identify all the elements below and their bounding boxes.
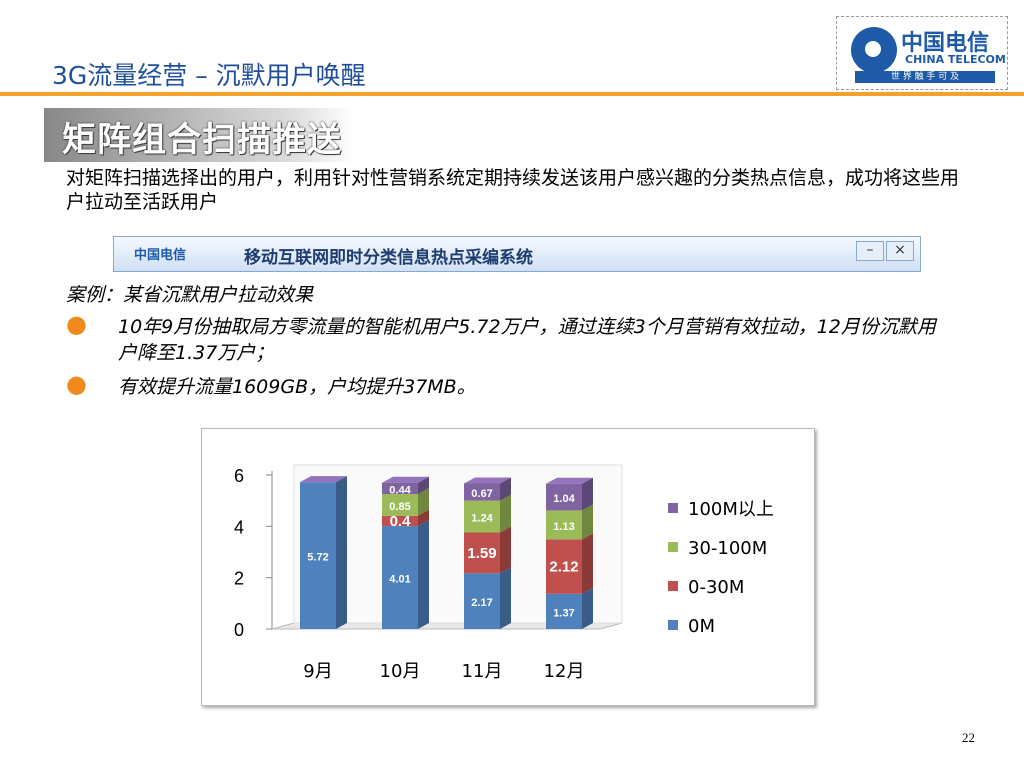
section-banner: 矩阵组合扫描推送 [62, 120, 342, 160]
x-tick-label: 10月 [380, 661, 421, 682]
x-tick-label: 9月 [303, 661, 332, 682]
data-label: 2.12 [549, 559, 578, 576]
stacked-bar-chart: 02465.7209月4.010.40.850.4410月2.171.591.2… [234, 464, 774, 682]
data-label: 1.24 [471, 513, 493, 525]
bar-segment [464, 500, 500, 533]
data-label: 5.72 [307, 552, 328, 564]
y-tick-label: 2 [234, 569, 244, 589]
data-label: 1.13 [553, 521, 574, 533]
bar-segment [300, 482, 336, 629]
slide-title: 3G流量经营 – 沉默用户唤醒 [52, 61, 366, 90]
bar-top-face [546, 477, 593, 484]
bar-segment-side [500, 477, 511, 501]
data-label: 0.44 [389, 484, 411, 496]
bar-segment-side [582, 587, 593, 629]
chart-back-wall [293, 464, 623, 624]
bar-segment-side [582, 504, 593, 540]
system-logo: 中国电信 [134, 248, 187, 263]
chart-container: 02465.7209月4.010.40.850.4410月2.171.591.2… [201, 428, 815, 706]
y-tick-label: 6 [234, 466, 244, 486]
bar-segment [382, 515, 418, 527]
data-label: 2.17 [471, 597, 492, 609]
case-title: 案例：某省沉默用户拉动效果 [66, 284, 314, 306]
x-tick-label: 12月 [544, 661, 585, 682]
bar-segment-side [418, 509, 429, 527]
case-bullet-1: 10年9月份抽取局方零流量的智能机用户5.72万户，通过连续3个月营销有效拉动，… [118, 316, 936, 364]
bar-top-face [464, 477, 511, 484]
bar-segment-side [418, 476, 429, 494]
data-label: 1.04 [553, 493, 575, 505]
bar-top-face [382, 476, 429, 483]
case-bullet-2: 有效提升流量1609GB，户均提升37MB。 [118, 376, 476, 398]
bar-segment-side [500, 567, 511, 629]
legend-label: 0M [688, 616, 715, 637]
legend-label: 0-30M [688, 577, 744, 598]
bullet-dot-icon: ● [66, 370, 87, 398]
x-tick-label: 11月 [462, 661, 503, 682]
china-telecom-logo: 中国电信 CHINA TELECOM 世 界 触 手 可 及 [836, 16, 1008, 90]
bar-segment-side [418, 520, 429, 629]
bar-segment [546, 593, 582, 629]
legend-label: 30-100M [688, 538, 767, 559]
system-title: 移动互联网即时分类信息热点采编系统 [244, 248, 533, 268]
bar-segment [546, 483, 582, 511]
bar-segment-side [336, 476, 347, 629]
data-label: 0.67 [471, 488, 492, 500]
close-button[interactable]: × [886, 241, 914, 261]
bar-top-face [300, 476, 347, 483]
logo-slogan: 世 界 触 手 可 及 [855, 71, 995, 83]
bar-segment [382, 482, 418, 494]
bar-segment [546, 510, 582, 540]
description-text: 对矩阵扫描选择出的用户，利用针对性营销系统定期持续发送该用户感兴趣的分类热点信息… [66, 167, 960, 213]
bar-segment [464, 532, 500, 574]
y-tick-label: 4 [234, 517, 244, 537]
page-number: 22 [962, 730, 975, 745]
bar-segment-side [582, 477, 593, 511]
bar-segment [546, 539, 582, 594]
legend-swatch [668, 542, 678, 552]
data-label: 1.59 [467, 545, 496, 562]
system-title-bar: 中国电信 移动互联网即时分类信息热点采编系统 – × [113, 236, 921, 272]
data-label: 4.01 [389, 574, 410, 586]
bullet-dot-icon: ● [66, 310, 87, 338]
bar-segment [382, 526, 418, 629]
bar-segment-side [582, 533, 593, 594]
data-label: 1.37 [553, 607, 574, 619]
bar-segment [382, 493, 418, 516]
legend-swatch [668, 620, 678, 630]
banner-background [44, 108, 354, 162]
header-divider [0, 92, 1024, 96]
data-label: 0.85 [389, 501, 410, 513]
bar-segment [464, 483, 500, 501]
bar-segment [464, 573, 500, 629]
telecom-logo-icon [851, 27, 897, 73]
bar-segment-side [500, 526, 511, 574]
logo-en-text: CHINA TELECOM [905, 53, 1006, 66]
minimize-button[interactable]: – [856, 241, 884, 261]
legend-swatch [668, 503, 678, 513]
legend-label: 100M以上 [688, 499, 774, 520]
data-label: 0.4 [390, 513, 412, 530]
legend-swatch [668, 581, 678, 591]
logo-cn-text: 中国电信 [901, 31, 990, 56]
bar-segment-side [500, 494, 511, 533]
y-tick-label: 0 [234, 620, 244, 640]
bar-segment-side [418, 487, 429, 516]
